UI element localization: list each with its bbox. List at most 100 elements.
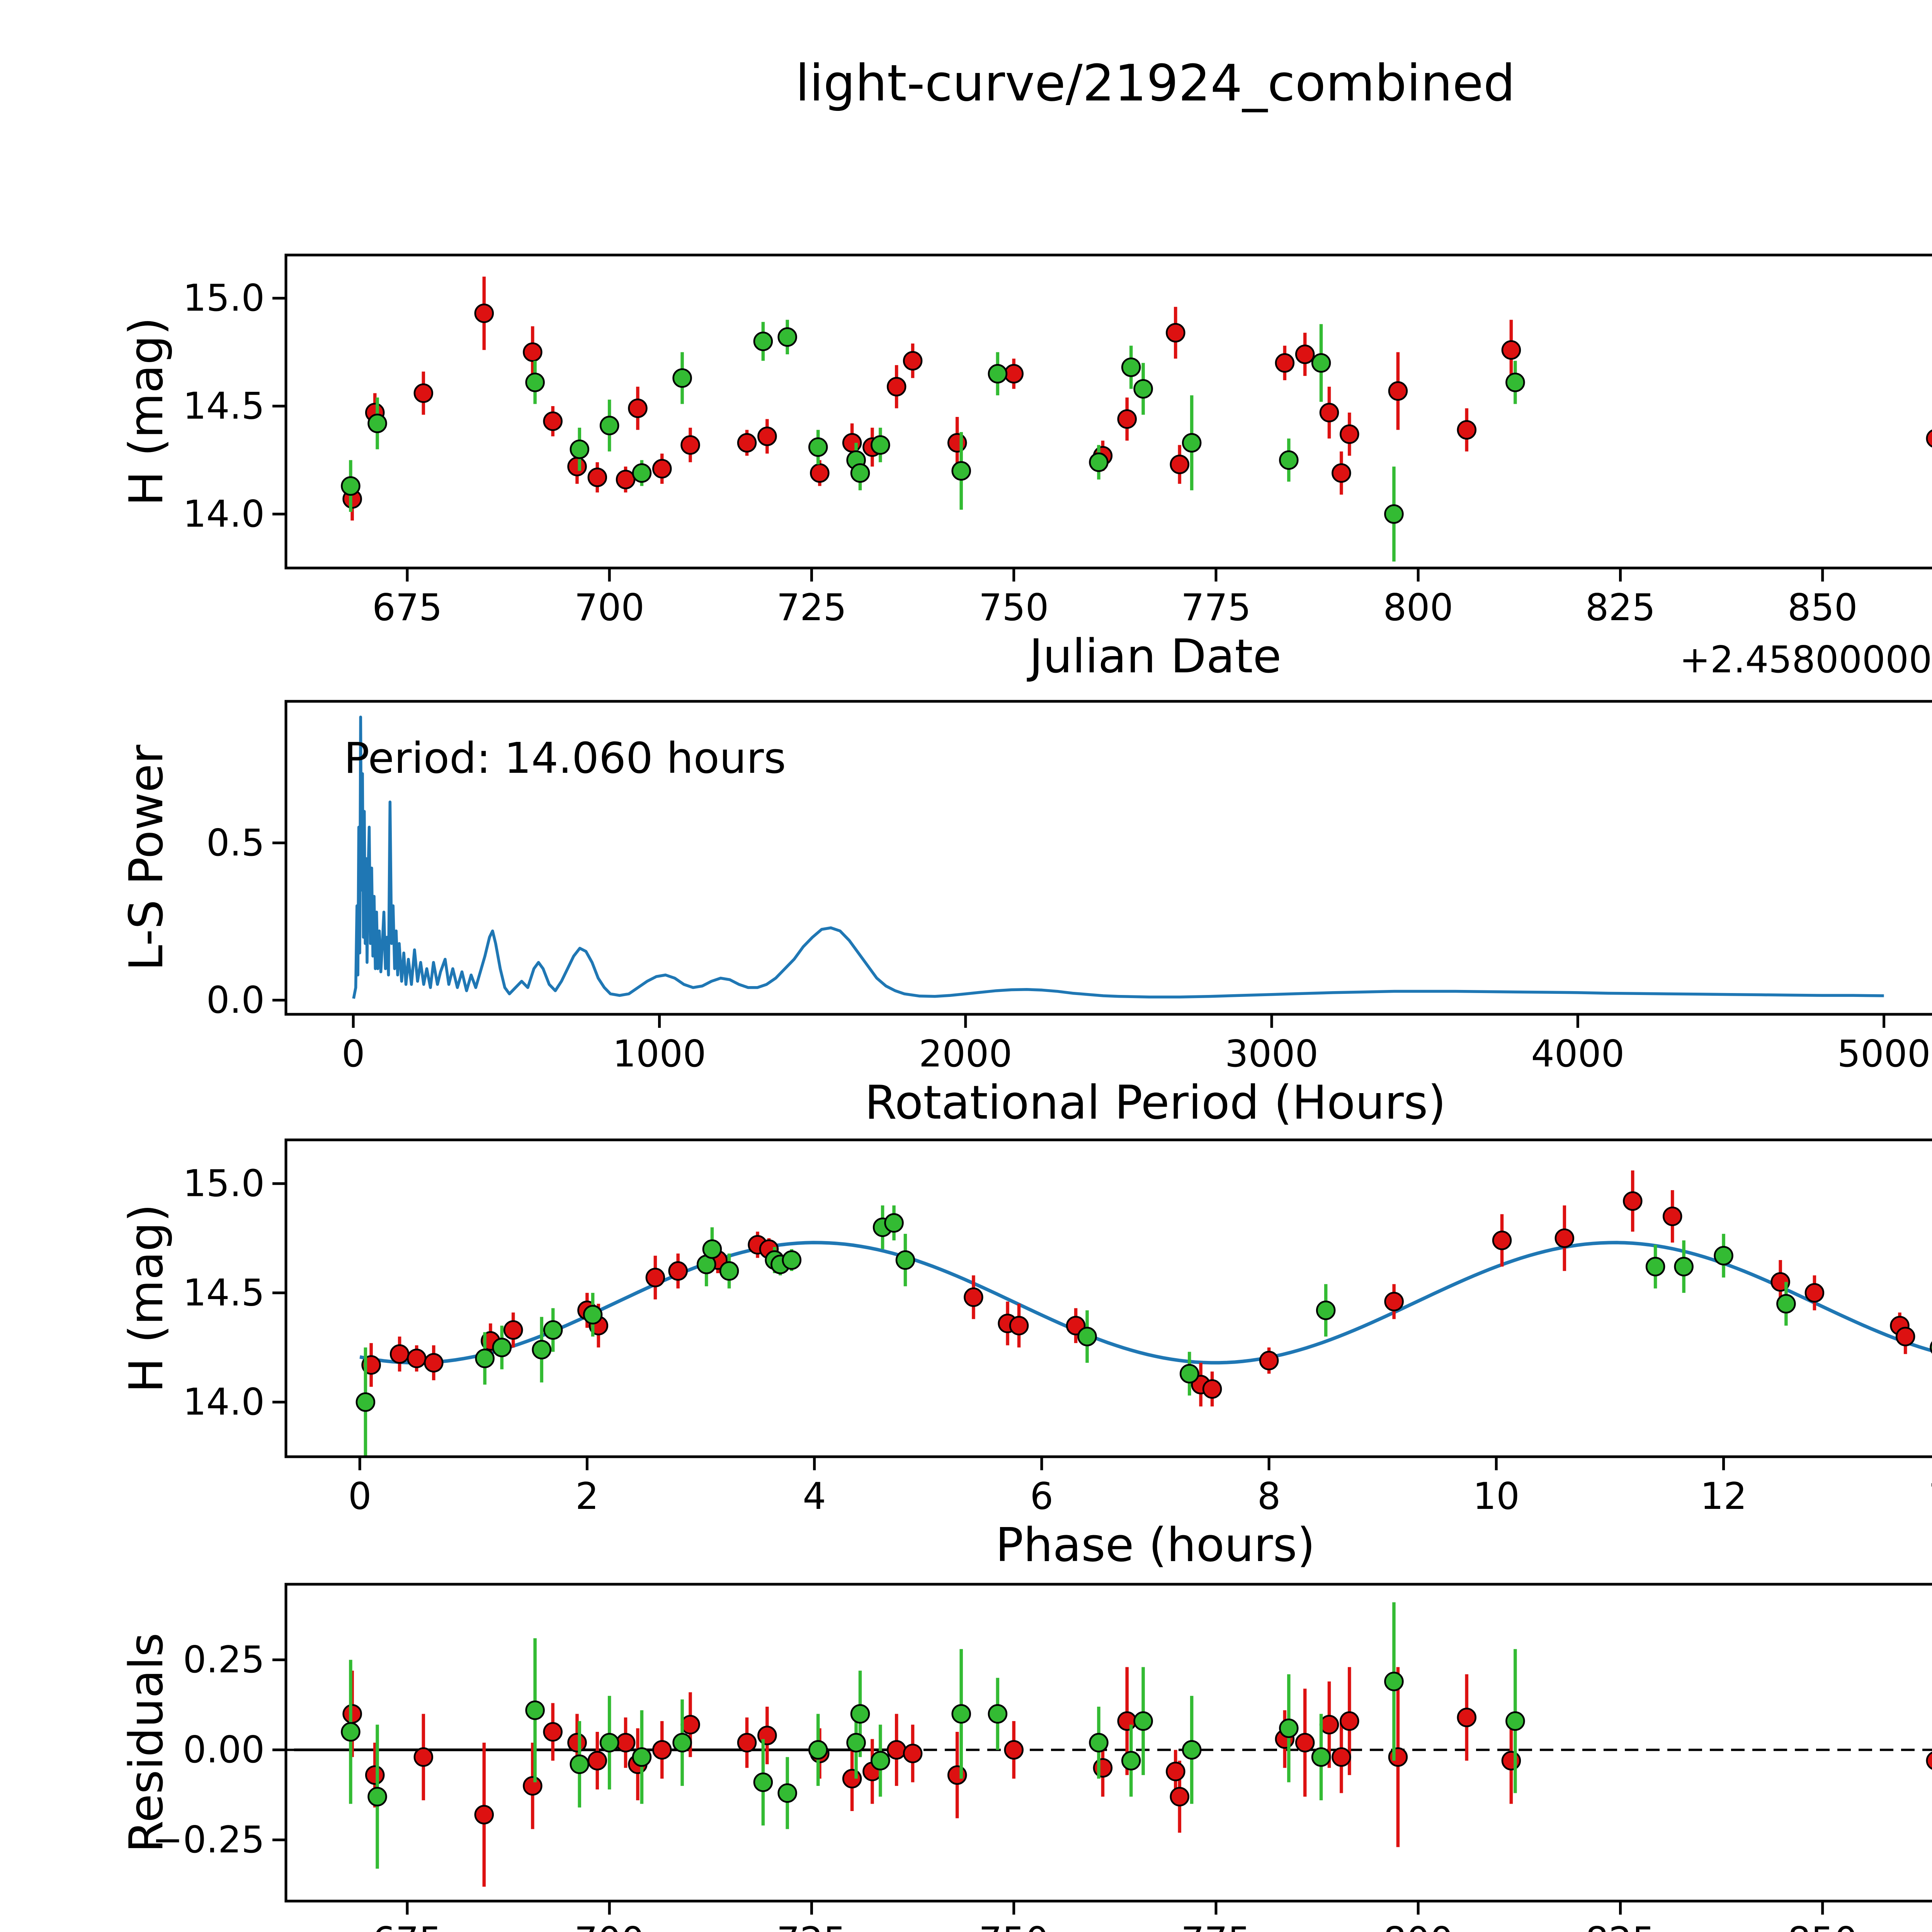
y-tick-label: 15.0 — [183, 1163, 265, 1205]
data-point-red — [1004, 364, 1024, 384]
data-point-red — [680, 1715, 700, 1735]
x-tick-label: 10 — [1473, 1475, 1520, 1518]
data-point-red — [1319, 1715, 1339, 1735]
data-point-red — [1275, 353, 1295, 373]
x-tick-label: 775 — [1181, 587, 1251, 629]
plot-area-periodogram — [352, 715, 1884, 999]
data-point-green — [1930, 1341, 1932, 1354]
data-point-green — [1714, 1246, 1733, 1265]
data-point-red — [668, 1261, 688, 1281]
data-point-red — [947, 433, 967, 453]
fit-curve — [359, 1241, 1932, 1365]
data-point-green — [1316, 1300, 1336, 1320]
y-tick-label: −0.25 — [152, 1819, 265, 1861]
plot-area-phase_folded — [355, 1170, 1932, 1457]
data-point-red — [406, 1349, 427, 1368]
data-point-green — [871, 435, 890, 455]
data-point-green — [1311, 1747, 1331, 1767]
data-point-red — [567, 1733, 587, 1753]
data-point-red — [628, 398, 648, 418]
panel1-x-axis-label: Julian Date — [1027, 630, 1282, 684]
x-tick-label: 3000 — [1225, 1033, 1318, 1075]
data-point-green — [988, 364, 1008, 384]
data-point-red — [413, 383, 434, 403]
plot-area-residuals — [286, 1602, 1932, 1887]
x-tick-label: 8 — [1257, 1475, 1281, 1518]
axes-border-residuals — [284, 1583, 1932, 1903]
data-point-red — [1340, 1711, 1359, 1731]
data-point-red — [1662, 1206, 1682, 1226]
data-point-green — [850, 1704, 870, 1724]
data-point-green — [895, 1250, 915, 1270]
data-point-green — [341, 476, 361, 496]
data-point-green — [355, 1392, 376, 1412]
data-point-red — [1170, 454, 1190, 474]
data-point-green — [1505, 1711, 1525, 1731]
panel1-y-axis-label: H (mag) — [120, 317, 173, 506]
data-point-green — [599, 1733, 619, 1753]
data-point-green — [341, 1722, 361, 1742]
x-tick-label: 12 — [1700, 1475, 1747, 1518]
x-tick-label: 775 — [1181, 1920, 1251, 1932]
data-point-green — [884, 1213, 904, 1233]
data-point-green — [777, 1783, 797, 1803]
data-point-red — [567, 457, 587, 476]
data-point-green — [632, 1747, 652, 1767]
data-point-red — [1093, 1758, 1113, 1778]
axes-border-phase_folded — [284, 1138, 1932, 1458]
data-point-green — [583, 1305, 603, 1325]
data-point-green — [672, 368, 692, 388]
data-point-red — [886, 377, 906, 397]
y-tick-label: 14.5 — [183, 1272, 265, 1314]
data-point-green — [753, 332, 773, 351]
data-point-red — [1804, 1283, 1825, 1303]
y-tick-label: 14.0 — [183, 1381, 265, 1423]
data-point-red — [1009, 1316, 1029, 1335]
data-point-red — [474, 1805, 494, 1825]
data-point-red — [903, 1743, 923, 1764]
x-tick-label: 800 — [1383, 1920, 1453, 1932]
data-point-green — [1279, 1718, 1299, 1738]
data-point-green — [532, 1340, 552, 1360]
data-point-green — [719, 1261, 739, 1281]
data-point-red — [1623, 1191, 1643, 1211]
data-point-red — [1926, 429, 1932, 448]
x-tick-label: 5000 — [1837, 1033, 1931, 1075]
data-point-green — [1133, 1711, 1153, 1731]
data-point-green — [525, 1700, 545, 1720]
data-point-red — [680, 435, 700, 455]
data-point-green — [871, 1751, 890, 1770]
data-point-red — [1457, 420, 1477, 440]
panel3-x-axis-label: Phase (hours) — [995, 1519, 1315, 1572]
data-point-red — [1170, 1787, 1190, 1807]
data-point-red — [1319, 403, 1339, 423]
y-tick-label: 0.25 — [183, 1639, 265, 1681]
data-point-green — [1133, 379, 1153, 399]
y-tick-label: 14.5 — [183, 385, 265, 428]
x-tick-label: 1000 — [613, 1033, 706, 1075]
data-point-green — [525, 372, 545, 392]
data-point-green — [632, 463, 652, 483]
data-point-red — [1492, 1230, 1512, 1250]
data-point-green — [846, 1733, 866, 1753]
data-point-red — [587, 468, 607, 487]
y-tick-label: 0.5 — [206, 822, 265, 864]
data-point-green — [1279, 450, 1299, 470]
data-point-red — [1388, 1747, 1408, 1767]
data-point-red — [1202, 1379, 1222, 1399]
data-point-red — [757, 1726, 777, 1745]
data-point-red — [652, 1740, 672, 1760]
periodogram-line — [352, 715, 1884, 999]
data-point-green — [1089, 452, 1109, 472]
data-point-red — [652, 459, 672, 479]
data-point-green — [753, 1772, 773, 1792]
data-point-red — [842, 1769, 862, 1789]
panel1-x-offset-label: +2.4580000000e6 — [1679, 639, 1932, 681]
data-point-green — [1121, 1751, 1141, 1770]
data-point-red — [1295, 344, 1315, 364]
data-point-red — [365, 1765, 385, 1785]
data-point-red — [523, 342, 543, 362]
x-tick-label: 4 — [803, 1475, 826, 1518]
